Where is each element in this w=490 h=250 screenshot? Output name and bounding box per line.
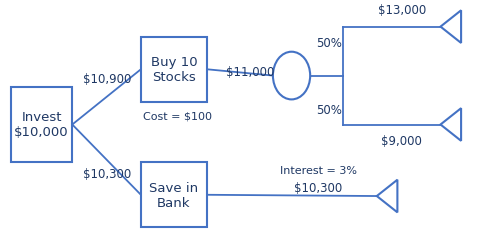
Text: Save in
Bank: Save in Bank bbox=[149, 181, 198, 209]
Text: $10,900: $10,900 bbox=[83, 72, 131, 85]
Text: Invest
$10,000: Invest $10,000 bbox=[14, 111, 69, 139]
FancyBboxPatch shape bbox=[141, 162, 207, 228]
Text: $10,300: $10,300 bbox=[83, 167, 131, 180]
Text: Buy 10
Stocks: Buy 10 Stocks bbox=[150, 56, 197, 84]
Polygon shape bbox=[441, 109, 461, 141]
Text: $10,300: $10,300 bbox=[294, 181, 343, 194]
FancyBboxPatch shape bbox=[141, 38, 207, 102]
Text: 50%: 50% bbox=[316, 37, 342, 50]
Text: Interest = 3%: Interest = 3% bbox=[280, 165, 357, 175]
Polygon shape bbox=[377, 180, 397, 212]
Text: $11,000: $11,000 bbox=[226, 66, 274, 79]
Text: $13,000: $13,000 bbox=[378, 4, 426, 16]
Text: $9,000: $9,000 bbox=[381, 135, 422, 148]
Polygon shape bbox=[441, 11, 461, 44]
Text: 50%: 50% bbox=[316, 104, 342, 117]
FancyBboxPatch shape bbox=[11, 88, 73, 162]
Text: Cost = $100: Cost = $100 bbox=[143, 111, 212, 121]
Ellipse shape bbox=[273, 52, 310, 100]
